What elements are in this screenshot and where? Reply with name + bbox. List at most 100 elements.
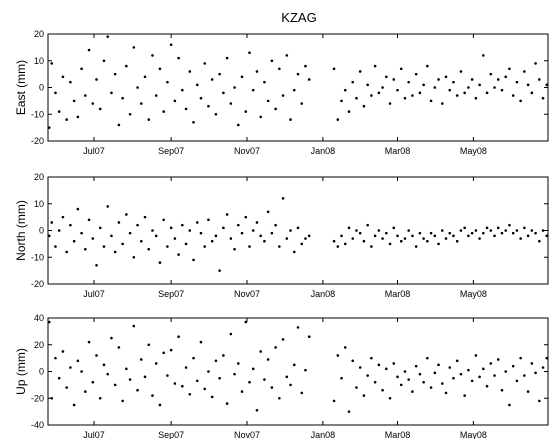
data-point xyxy=(162,110,165,113)
x-tick-label: Jan08 xyxy=(311,289,336,299)
data-point xyxy=(222,91,225,95)
data-point xyxy=(385,231,388,235)
data-point xyxy=(117,221,121,224)
data-point xyxy=(403,237,407,240)
data-point xyxy=(136,388,139,392)
data-point xyxy=(117,123,121,127)
data-point xyxy=(270,231,274,235)
data-point xyxy=(210,395,214,399)
data-point xyxy=(158,67,162,71)
y-tick-label: 40 xyxy=(34,313,44,323)
data-point xyxy=(355,229,358,232)
data-point xyxy=(151,229,154,232)
data-point xyxy=(169,226,173,230)
data-point xyxy=(225,56,229,60)
data-point xyxy=(452,376,455,380)
x-tick-label: Nov07 xyxy=(234,289,260,299)
y-axis-label: Up (mm) xyxy=(14,348,28,395)
data-point xyxy=(463,394,466,397)
data-point xyxy=(184,107,188,111)
plot-frame xyxy=(47,317,549,426)
data-point xyxy=(147,118,151,121)
data-point xyxy=(452,234,455,238)
data-point xyxy=(470,78,474,81)
data-point xyxy=(407,378,410,381)
data-point xyxy=(478,375,481,379)
data-point xyxy=(411,390,414,393)
data-point xyxy=(426,239,429,243)
data-point xyxy=(244,320,248,324)
data-point xyxy=(240,390,244,393)
data-point xyxy=(210,239,214,243)
data-point xyxy=(343,242,347,246)
data-point xyxy=(110,91,113,95)
data-point xyxy=(545,83,549,87)
data-point xyxy=(87,340,91,344)
x-tick-label: Jan08 xyxy=(311,146,336,156)
data-point xyxy=(285,237,289,240)
data-point xyxy=(414,72,418,76)
data-point xyxy=(188,392,192,396)
data-point xyxy=(526,390,530,393)
data-point xyxy=(139,239,143,243)
data-point xyxy=(530,362,534,365)
data-point xyxy=(448,88,452,92)
data-point xyxy=(266,358,270,361)
data-point xyxy=(370,356,373,360)
x-tick-label: May08 xyxy=(460,289,487,299)
data-point xyxy=(296,326,300,329)
data-point xyxy=(455,239,459,243)
data-point xyxy=(377,91,381,95)
data-point xyxy=(336,245,340,248)
data-point xyxy=(270,386,274,389)
data-point xyxy=(229,332,233,336)
data-point xyxy=(418,91,422,95)
data-point xyxy=(418,231,422,235)
data-point xyxy=(362,104,366,108)
data-point xyxy=(158,403,162,407)
data-point xyxy=(207,370,210,373)
data-point xyxy=(292,363,296,367)
data-point xyxy=(166,374,169,377)
data-point xyxy=(455,94,459,97)
data-point xyxy=(281,338,285,341)
data-point xyxy=(307,234,311,238)
data-point xyxy=(296,72,300,76)
data-point xyxy=(218,269,221,272)
data-point xyxy=(519,99,522,103)
data-point xyxy=(236,362,240,365)
data-point xyxy=(95,263,98,267)
data-point xyxy=(188,70,192,73)
x-tick-label: Nov07 xyxy=(234,430,260,439)
data-point xyxy=(515,229,519,232)
data-point xyxy=(358,231,362,235)
data-point xyxy=(266,99,270,103)
data-point xyxy=(166,80,169,84)
data-point xyxy=(192,120,195,124)
data-point xyxy=(300,102,304,105)
data-point xyxy=(351,80,355,84)
data-point xyxy=(195,221,199,224)
data-point xyxy=(225,402,229,405)
data-point xyxy=(411,94,414,97)
data-point xyxy=(139,358,143,361)
data-point xyxy=(69,366,72,369)
data-point xyxy=(407,80,410,84)
data-point xyxy=(214,112,218,116)
data-point xyxy=(102,363,106,367)
data-point xyxy=(173,99,177,103)
data-point xyxy=(485,226,489,230)
data-point xyxy=(95,354,98,357)
data-point xyxy=(336,354,340,357)
data-point xyxy=(440,102,444,105)
data-point xyxy=(162,218,165,222)
data-point xyxy=(255,408,259,412)
data-point xyxy=(69,223,72,227)
data-point xyxy=(240,231,244,235)
data-point xyxy=(347,226,351,230)
data-point xyxy=(381,388,384,392)
x-tick-label: Jul07 xyxy=(83,146,105,156)
y-tick-label: -20 xyxy=(31,279,44,289)
data-point xyxy=(151,394,154,397)
data-point xyxy=(143,215,147,219)
